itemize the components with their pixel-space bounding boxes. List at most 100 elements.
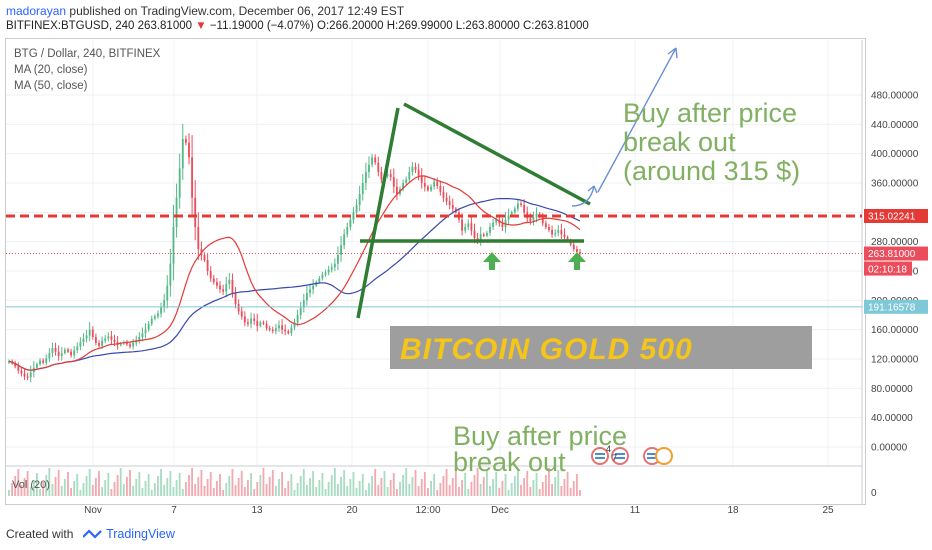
legend-ma50[interactable]: MA (50, close) xyxy=(14,80,88,92)
candle-body xyxy=(85,335,88,339)
volume-bar xyxy=(346,486,349,496)
volume-bar xyxy=(212,488,215,496)
volume-bar xyxy=(464,473,467,496)
candle-body xyxy=(94,337,97,343)
grid-lines xyxy=(6,40,862,466)
candle-body xyxy=(408,172,411,180)
volume-bar xyxy=(492,479,495,496)
event-flag-icon xyxy=(655,447,673,465)
volume-bar xyxy=(411,477,414,496)
volume-bar xyxy=(138,472,141,496)
volume-bar xyxy=(318,480,321,496)
banner-text: BITCOIN GOLD 500 xyxy=(400,333,693,366)
volume-bar xyxy=(51,484,54,496)
volume-bar xyxy=(395,489,398,496)
candle-body xyxy=(467,223,470,228)
candle-body xyxy=(76,346,79,351)
candle-body xyxy=(26,376,29,378)
volume-bar xyxy=(312,471,315,496)
volume-bar xyxy=(98,471,100,496)
candle-body xyxy=(461,219,464,231)
candle-body xyxy=(284,329,287,332)
triangle-top-edge xyxy=(403,102,591,206)
volume-bar xyxy=(125,477,128,496)
volume-bar xyxy=(445,469,448,496)
volume-bar xyxy=(383,471,386,496)
volume-bar xyxy=(436,490,439,496)
volume-bar xyxy=(79,490,82,496)
volume-bar xyxy=(448,485,451,496)
volume-bar xyxy=(215,481,218,496)
candle-body xyxy=(333,263,336,268)
candle-body xyxy=(150,318,153,324)
projection-arrow-line xyxy=(597,47,677,193)
volume-bar xyxy=(200,470,203,496)
candle-body xyxy=(88,329,91,336)
event-count: 7 xyxy=(612,453,617,463)
legend-ma20[interactable]: MA (20, close) xyxy=(14,64,88,76)
volume-bar xyxy=(54,477,57,496)
volume-bar xyxy=(517,469,519,496)
volume-bar xyxy=(389,480,392,496)
candle-body xyxy=(340,245,342,255)
candle-body xyxy=(101,340,104,346)
candle-body xyxy=(113,339,116,343)
countdown-tag: 02:10:18 xyxy=(868,265,907,276)
volume-bar xyxy=(197,477,200,496)
volume-bar xyxy=(566,472,569,496)
price-tick-label: 160.00000 xyxy=(871,325,919,336)
candle-body xyxy=(389,174,392,178)
volume-bar xyxy=(538,489,541,496)
price-tick-label: 400.00000 xyxy=(871,149,919,160)
price-tick-label: 40.00000 xyxy=(871,413,913,424)
volume-bar xyxy=(364,490,367,496)
candle-body xyxy=(79,342,82,347)
candle-body xyxy=(219,285,221,290)
candle-body xyxy=(23,373,26,377)
candle-body xyxy=(544,223,547,228)
volume-bar xyxy=(39,489,41,496)
candle-body xyxy=(330,267,333,270)
tradingview-brand[interactable]: TradingView xyxy=(106,527,175,541)
volume-bar xyxy=(231,469,234,496)
candle-body xyxy=(51,348,54,354)
candle-body xyxy=(520,203,522,206)
candle-body xyxy=(541,216,544,224)
volume-bar xyxy=(315,487,318,496)
author-link[interactable]: madorayan xyxy=(6,4,67,18)
volume-bar xyxy=(243,487,246,496)
volume-bar xyxy=(371,476,374,496)
volume-bar xyxy=(144,481,147,496)
event-count: 4 xyxy=(606,444,611,454)
volume-bar xyxy=(274,486,277,496)
price-tick-label: 440.00000 xyxy=(871,120,919,131)
candle-body xyxy=(98,342,100,346)
candle-body xyxy=(312,285,315,290)
candle-body xyxy=(377,162,380,173)
volume-bar xyxy=(529,487,532,496)
candle-body xyxy=(184,139,187,143)
volume-bar xyxy=(575,474,578,496)
volume-bar xyxy=(262,468,265,496)
volume-bar xyxy=(265,484,268,496)
candle-body xyxy=(395,186,398,195)
candle-body xyxy=(243,316,246,323)
candle-body xyxy=(470,223,473,231)
candle-body xyxy=(166,285,169,301)
candle-body xyxy=(507,215,510,220)
volume-bar xyxy=(439,483,442,496)
resistance-price-tag-bg xyxy=(864,208,928,223)
time-tick-label: Nov xyxy=(84,505,102,516)
candle-body xyxy=(228,279,231,285)
publish-info: madorayan published on TradingView.com, … xyxy=(6,4,404,18)
candle-body xyxy=(535,213,538,218)
up-arrow-icon xyxy=(568,252,586,270)
volume-bar xyxy=(430,481,432,496)
candle-body xyxy=(141,333,144,338)
volume-bar xyxy=(228,476,231,496)
volume-bar xyxy=(352,472,355,496)
volume-bar xyxy=(42,482,45,496)
candle-body xyxy=(160,307,162,314)
event-flag-icon xyxy=(611,447,629,465)
